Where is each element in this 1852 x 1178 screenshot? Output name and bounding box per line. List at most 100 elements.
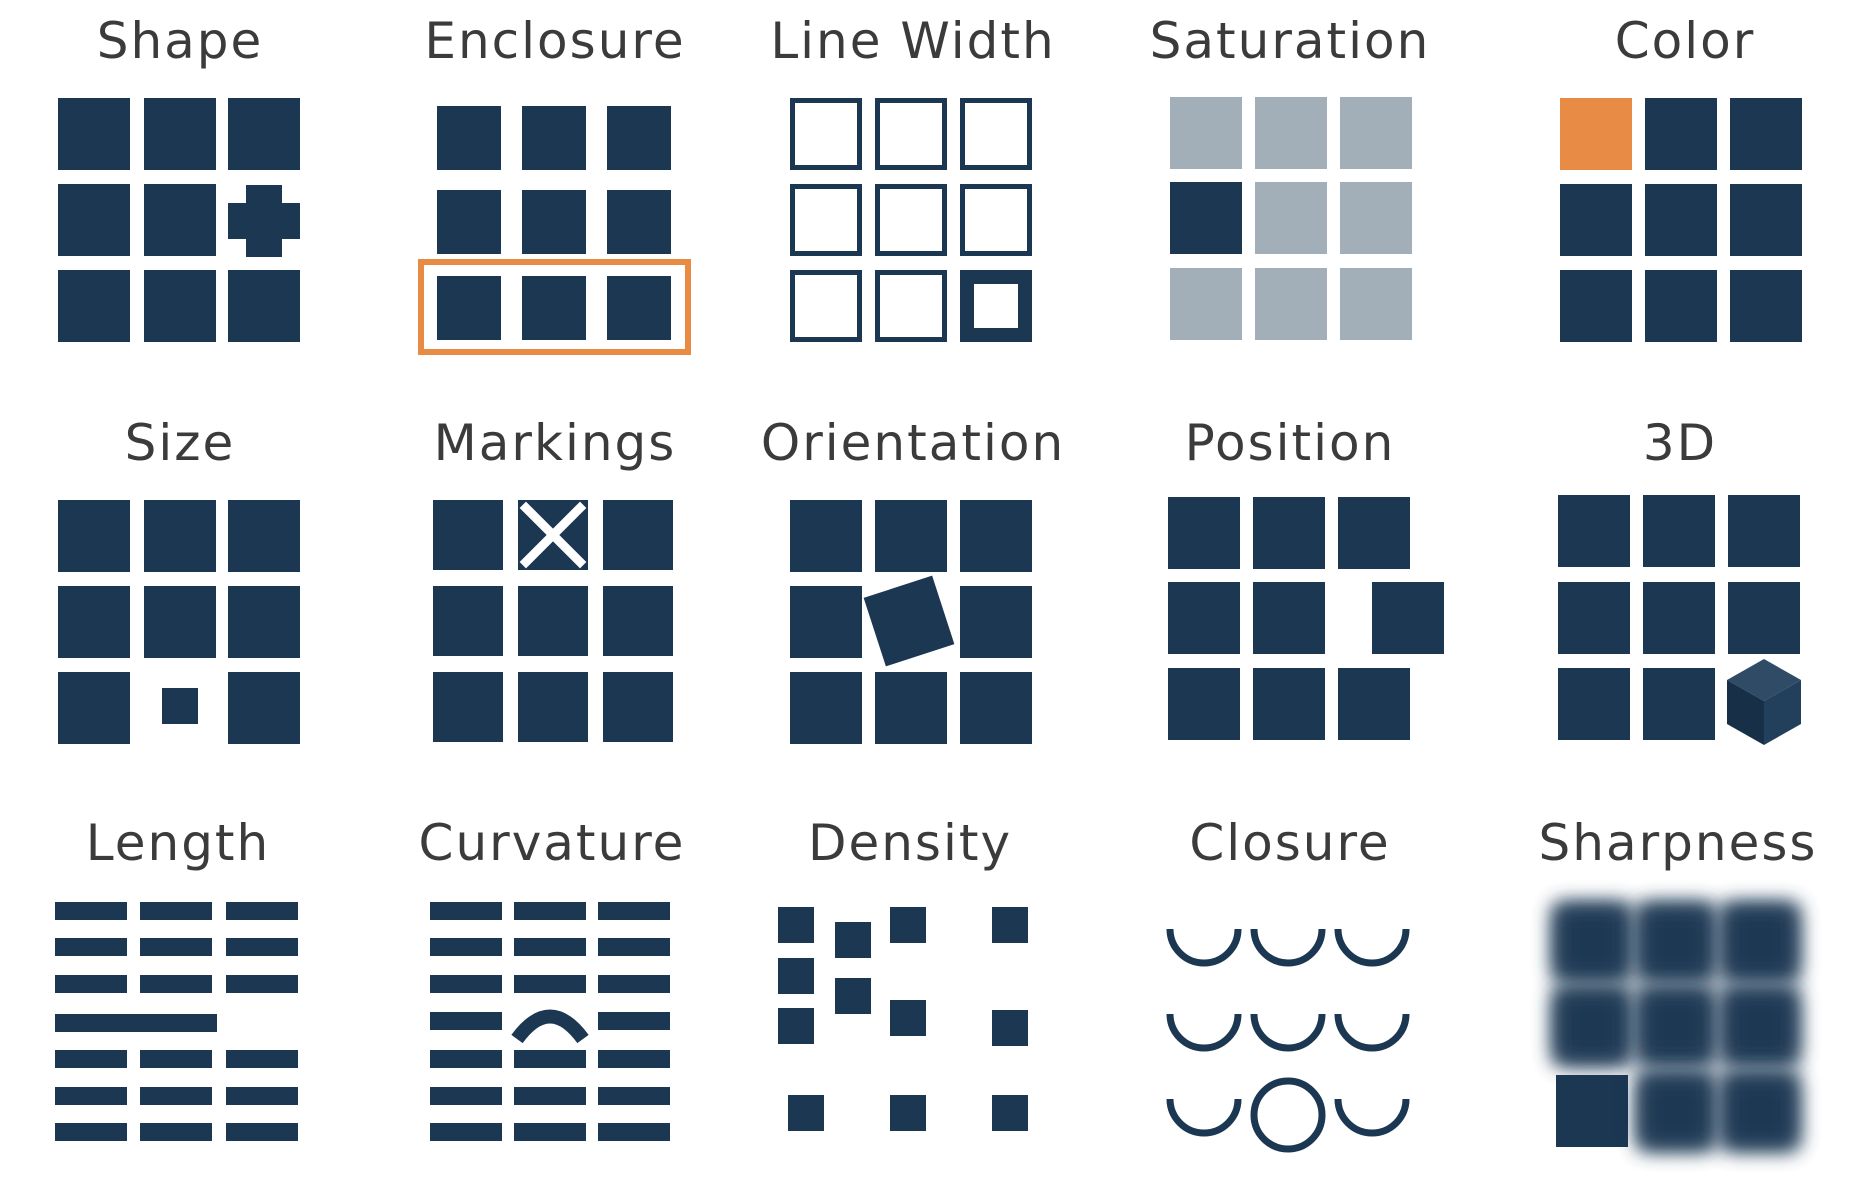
panel-title-saturation: Saturation [1150,12,1431,70]
density-square [778,958,814,994]
panel-position [1168,497,1444,740]
density-square [778,907,814,943]
short-bar [226,938,298,956]
panel-3d [1558,495,1801,745]
outline-square [960,184,1032,256]
square [607,276,671,340]
straight-bar [598,1123,670,1141]
density-square [992,1095,1028,1131]
short-bar [140,975,212,993]
square [1730,270,1802,342]
panel-title-3d: 3D [1643,414,1717,472]
panel-title-curvature: Curvature [419,814,686,872]
square [522,106,586,170]
square [1168,668,1240,740]
square [1728,582,1800,654]
square [1168,582,1240,654]
panel-saturation [1170,97,1412,340]
square [437,190,501,254]
straight-bar [430,938,502,956]
cube-right-face [1764,680,1801,745]
density-square [890,1000,926,1036]
short-bar [226,1087,298,1105]
short-bar [140,1123,212,1141]
straight-bar [514,938,586,956]
density-square [778,1008,814,1044]
short-bar [226,1123,298,1141]
square [58,586,130,658]
open-arc [1250,1013,1326,1052]
enclosure-frame [418,259,691,355]
square [58,500,130,572]
square [603,586,673,656]
square [960,672,1032,744]
open-arc [1250,928,1326,967]
square [1645,270,1717,342]
blurred-square-core [1644,1079,1708,1143]
open-arc [1334,1013,1410,1052]
curved-bar [511,1009,589,1044]
desaturated-square [1255,182,1327,254]
square [1560,184,1632,256]
square [790,586,862,658]
square [1558,668,1630,740]
sharp-square [1556,1075,1628,1147]
straight-bar [430,1123,502,1141]
desaturated-square [1340,182,1412,254]
short-bar [55,1123,127,1141]
square [144,500,216,572]
density-square [992,1010,1028,1046]
square [518,672,588,742]
plus-shape [228,185,300,257]
density-square [835,978,871,1014]
panel-color [1560,98,1802,342]
panel-title-color: Color [1615,12,1756,70]
square [518,586,588,656]
panel-closure [1166,928,1410,1153]
straight-bar [514,975,586,993]
square [58,184,130,256]
square [1253,497,1325,569]
square [437,276,501,340]
desaturated-square [1170,97,1242,169]
square [144,270,216,342]
square [1728,495,1800,567]
square [228,672,300,744]
square [433,586,503,656]
density-square [788,1095,824,1131]
outline-square [790,270,862,342]
panel-shape [58,98,300,342]
density-square [890,907,926,943]
square [58,672,130,744]
panel-line-width [790,98,1032,342]
panel-title-markings: Markings [434,414,677,472]
open-arc [1166,1098,1242,1137]
square [1253,582,1325,654]
panel-title-enclosure: Enclosure [424,12,685,70]
square [1643,668,1715,740]
square [603,672,673,742]
square [228,270,300,342]
square [433,500,503,570]
square [1643,582,1715,654]
square [607,106,671,170]
straight-bar [514,1123,586,1141]
panel-title-orientation: Orientation [761,414,1065,472]
blurred-square-core [1728,1079,1792,1143]
square [607,190,671,254]
outline-square [875,270,947,342]
square [522,190,586,254]
square [1338,668,1410,740]
short-bar [140,938,212,956]
square [1560,270,1632,342]
desaturated-square [1255,97,1327,169]
blurred-square-core [1560,910,1624,974]
x-marking [519,501,587,569]
panel-title-closure: Closure [1189,814,1390,872]
panel-title-line-width: Line Width [770,12,1055,70]
square [1730,184,1802,256]
panel-title-size: Size [125,414,236,472]
open-arc [1166,1013,1242,1052]
straight-bar [514,1087,586,1105]
